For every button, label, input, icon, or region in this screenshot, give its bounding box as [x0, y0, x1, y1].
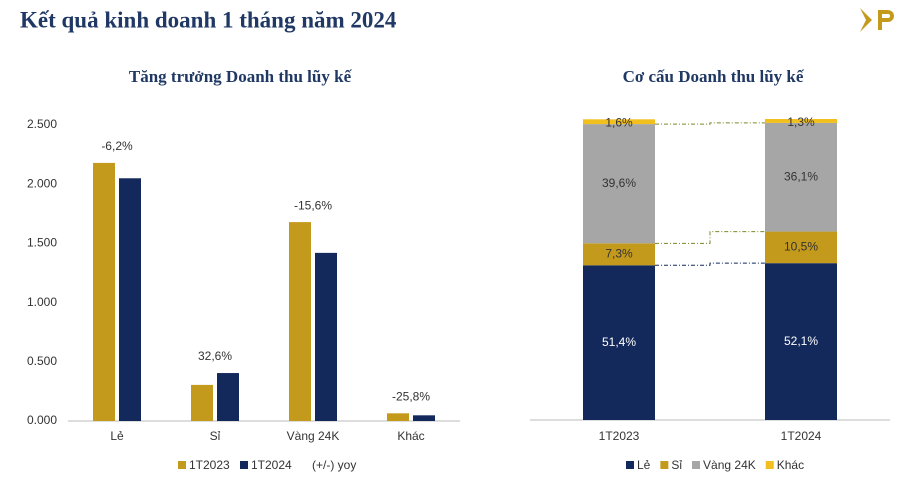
bar-segment [583, 265, 655, 420]
x-tick-label: 1T2024 [781, 429, 822, 443]
data-label: 36,1% [784, 169, 818, 183]
data-label: 7,3% [605, 246, 633, 260]
y-tick-label: 2.000 [27, 176, 57, 190]
data-label: 39,6% [602, 176, 636, 190]
bar [315, 252, 337, 421]
bar-segment [765, 122, 837, 232]
legend-swatch [660, 461, 669, 469]
x-tick-label: 1T2023 [599, 429, 640, 443]
legend-label: Khác [777, 458, 804, 472]
legend-label: Lẻ [637, 458, 651, 472]
legend-swatch [240, 461, 248, 469]
yoy-label: 32,6% [198, 349, 232, 363]
bar-segment [765, 263, 837, 420]
x-tick-label: Vàng 24K [287, 429, 340, 443]
y-tick-label: 1.500 [27, 236, 57, 250]
legend-swatch [626, 461, 634, 469]
legend-label: Vàng 24K [703, 458, 756, 472]
data-label: 10,5% [784, 240, 818, 254]
legend-label: 1T2024 [251, 458, 292, 472]
y-tick-label: 1.000 [27, 295, 57, 309]
legend-swatch [692, 461, 701, 469]
bar [413, 415, 435, 421]
connector [655, 122, 765, 125]
x-tick-label: Sỉ [210, 429, 221, 443]
data-label: 51,4% [602, 335, 636, 349]
bar-segment [765, 231, 837, 264]
legend-label: Sỉ [671, 458, 682, 472]
x-tick-label: Lẻ [110, 429, 124, 443]
logo [860, 8, 900, 32]
legend-label: (+/-) yoy [312, 458, 356, 472]
data-label: 52,1% [784, 334, 818, 348]
yoy-label: -15,6% [294, 198, 332, 212]
legend-swatch [178, 461, 186, 469]
data-label: 1,6% [605, 115, 633, 129]
chart-title: Cơ cấu Doanh thu lũy kế [623, 67, 805, 86]
data-label: 1,3% [787, 115, 815, 129]
connector [655, 231, 765, 244]
bar [93, 162, 115, 421]
bar [387, 413, 409, 421]
y-tick-label: 0.500 [27, 354, 57, 368]
connector [655, 262, 765, 266]
bar [119, 178, 141, 421]
legend-swatch [765, 461, 774, 469]
bar-segment [583, 119, 655, 125]
yoy-label: -6,2% [101, 139, 133, 153]
y-tick-label: 0.000 [27, 413, 57, 427]
legend-label: 1T2023 [189, 458, 230, 472]
bar-segment [583, 243, 655, 266]
bar [289, 222, 311, 421]
yoy-label: -25,8% [392, 389, 430, 403]
x-tick-label: Khác [397, 429, 424, 443]
bar-segment [583, 124, 655, 244]
bar [191, 384, 213, 421]
slide-title: Kết quả kinh doanh 1 tháng năm 2024 [20, 7, 397, 32]
bar-segment [765, 119, 837, 123]
chart-title: Tăng trưởng Doanh thu lũy kế [129, 67, 353, 86]
y-tick-label: 2.500 [27, 117, 57, 131]
bar [217, 373, 239, 421]
